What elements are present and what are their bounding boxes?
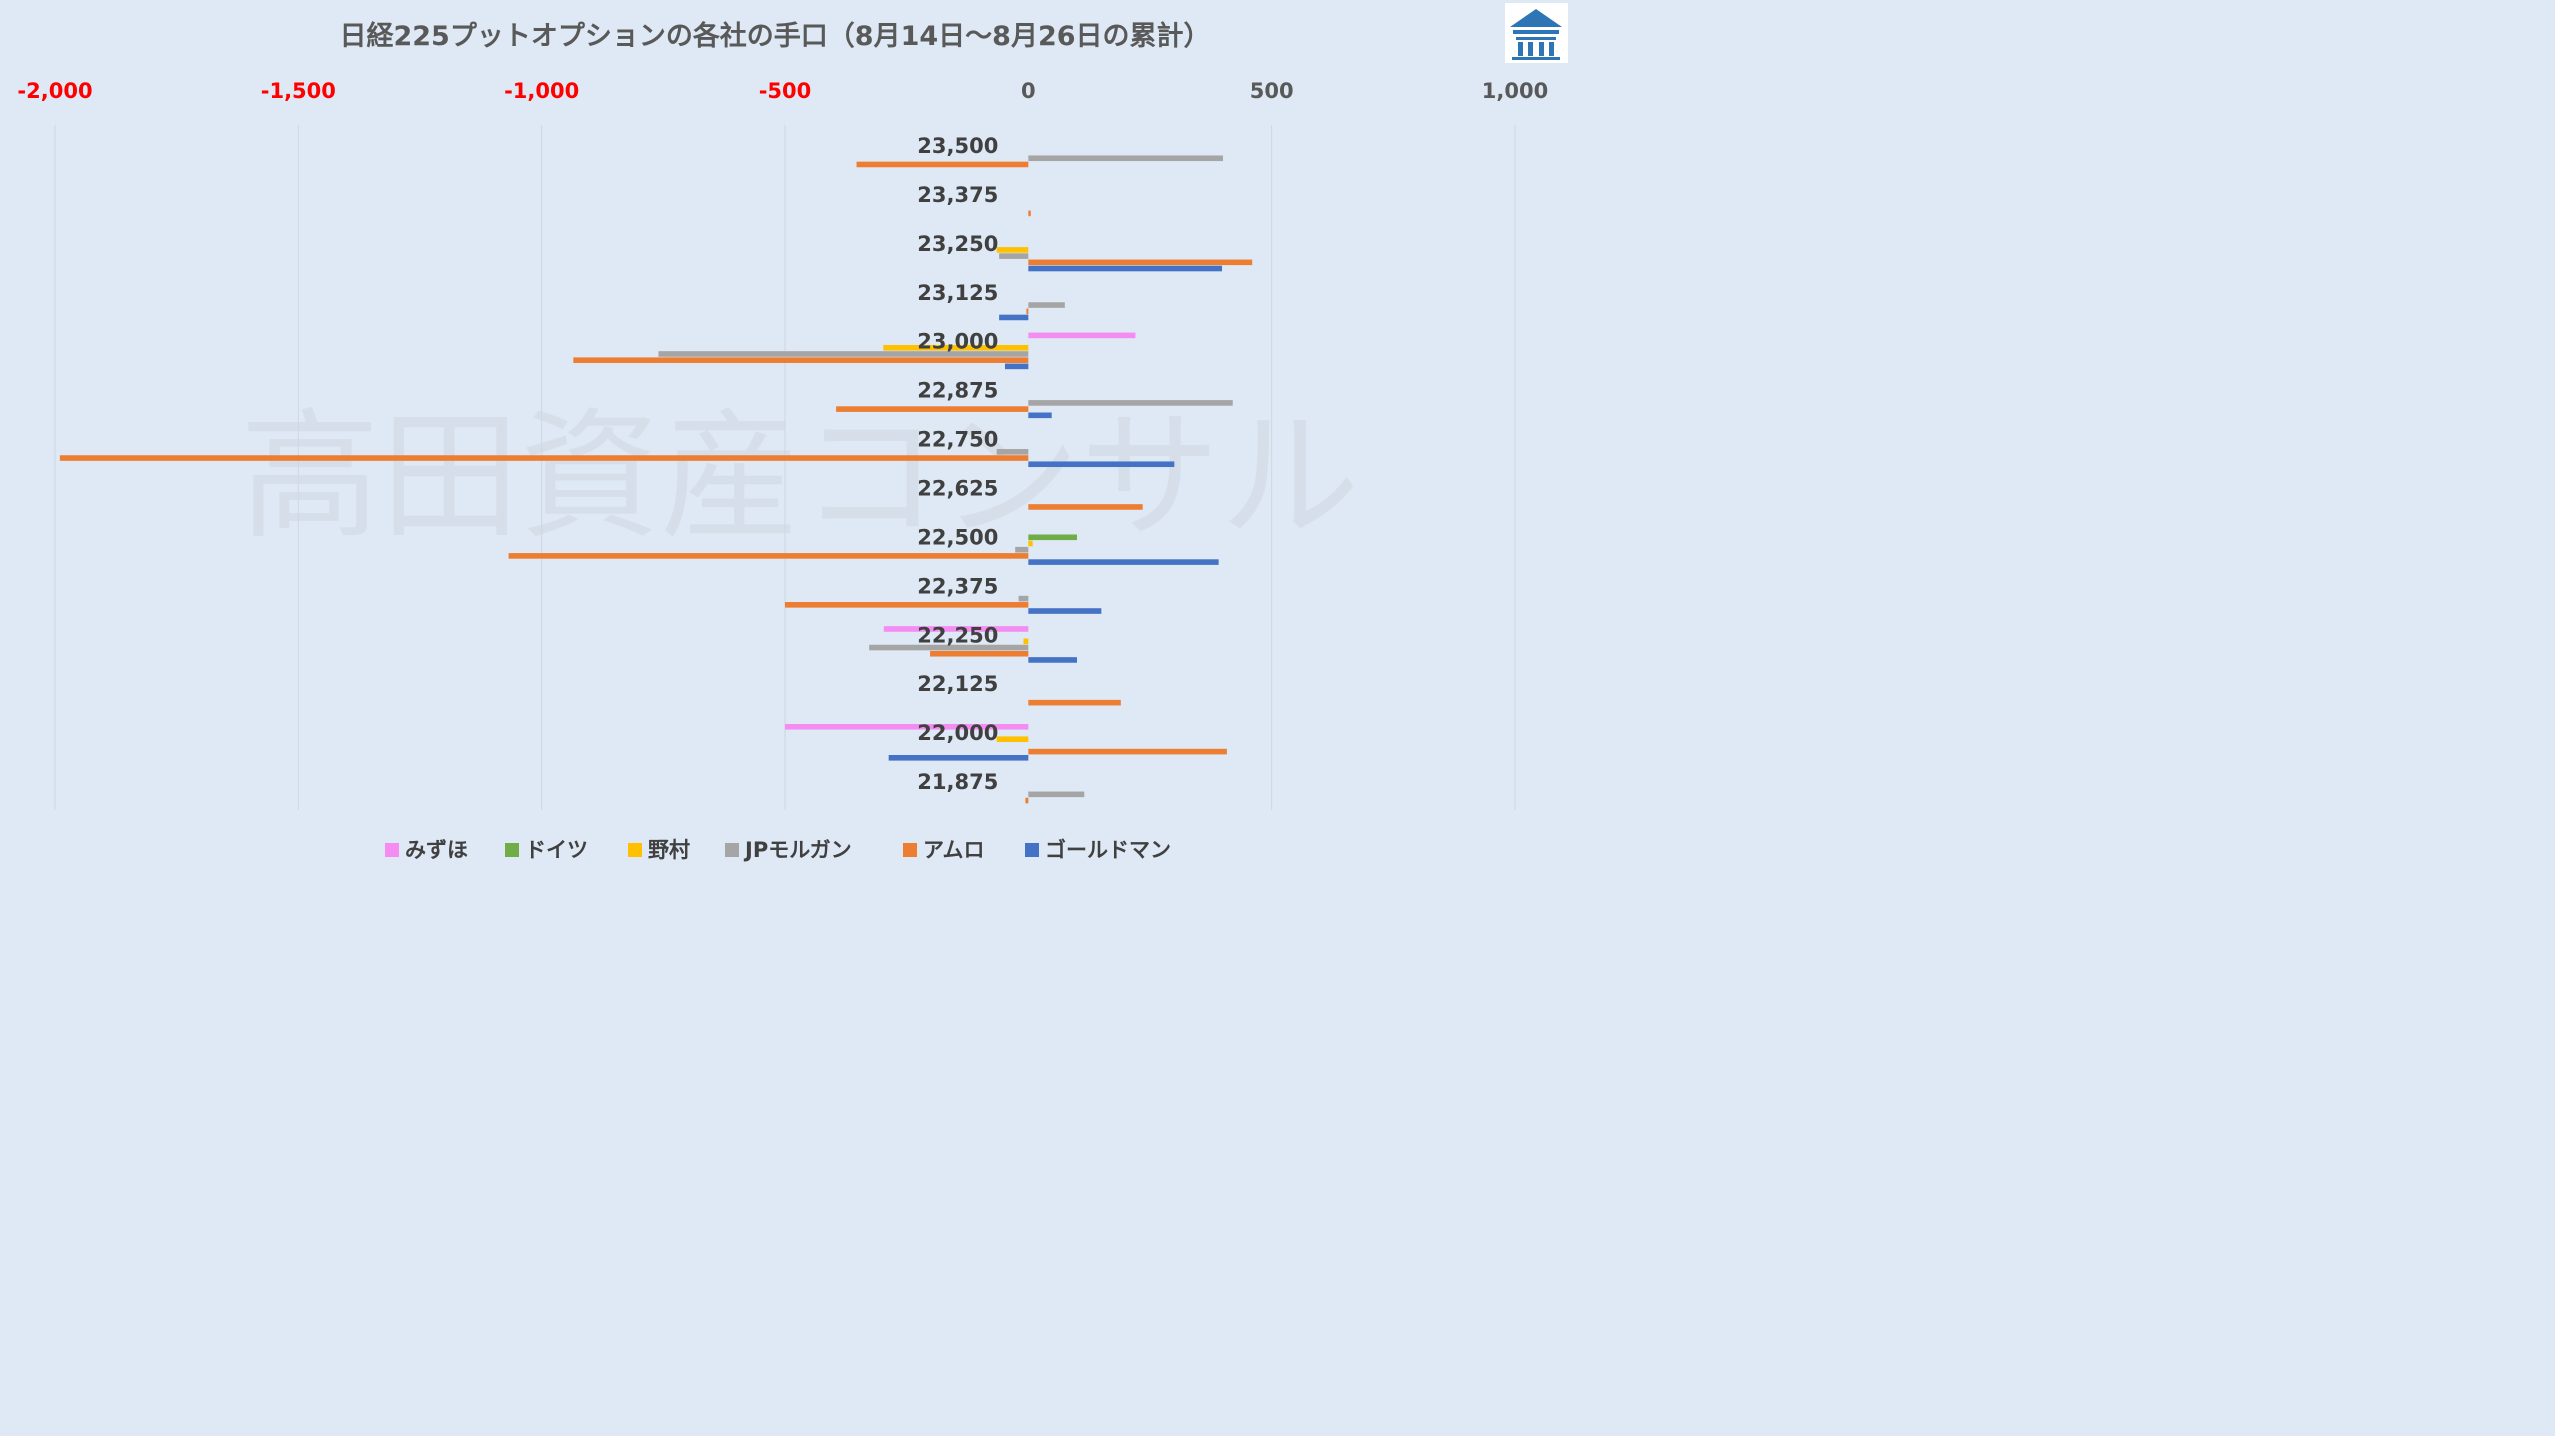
bar — [999, 253, 1029, 259]
category-label: 22,125 — [917, 672, 998, 696]
legend-swatch — [725, 843, 739, 857]
legend-label: 野村 — [648, 838, 690, 862]
bar — [1028, 332, 1136, 339]
bar — [1028, 559, 1219, 565]
bar — [1028, 504, 1143, 510]
bar — [1028, 302, 1065, 308]
category-label: 23,500 — [917, 134, 998, 158]
bar — [883, 626, 1029, 632]
bar — [996, 247, 1029, 253]
legend-item: アムロ — [903, 838, 985, 862]
bar — [508, 553, 1029, 559]
bar — [1028, 748, 1227, 755]
category-label: 22,500 — [917, 525, 998, 549]
bar — [1028, 259, 1253, 266]
legend-swatch — [1025, 843, 1039, 857]
bar — [1025, 797, 1029, 804]
bar — [930, 650, 1029, 657]
category-label: 22,250 — [917, 623, 998, 647]
chart: 日経225プットオプションの各社の手口（8月14日～8月26日の累計） 高田資産… — [17, 3, 1568, 862]
watermark: 高田資産コンサル — [240, 396, 1360, 559]
legend-swatch — [903, 843, 917, 857]
category-label: 22,000 — [917, 721, 998, 745]
category-label: 22,375 — [917, 574, 998, 598]
x-tick-label: -1,500 — [261, 79, 336, 103]
legend-label: JPモルガン — [743, 838, 852, 862]
bar — [1004, 363, 1029, 370]
gridlines — [54, 125, 1516, 810]
bar — [1028, 155, 1223, 162]
category-label: 23,000 — [917, 330, 998, 354]
bar — [856, 161, 1029, 168]
bar — [1028, 608, 1102, 614]
bar — [1028, 461, 1175, 468]
legend-label: ゴールドマン — [1045, 838, 1171, 862]
category-label: 22,625 — [917, 477, 998, 501]
category-label: 23,250 — [917, 232, 998, 256]
bar — [1028, 657, 1077, 663]
category-label: 21,875 — [917, 770, 998, 794]
legend-item: ゴールドマン — [1025, 838, 1171, 862]
x-tick-label: -2,000 — [17, 79, 92, 103]
legend-label: みずほ — [405, 838, 468, 862]
chart-title: 日経225プットオプションの各社の手口（8月14日～8月26日の累計） — [339, 20, 1210, 52]
bar — [1026, 308, 1029, 315]
bar — [836, 406, 1029, 412]
legend-label: ドイツ — [525, 838, 588, 862]
legend-label: アムロ — [923, 838, 985, 862]
legend-item: 野村 — [628, 838, 690, 862]
bar — [1028, 400, 1233, 406]
legend-item: JPモルガン — [725, 838, 852, 862]
legend-swatch — [505, 843, 519, 857]
bar — [869, 644, 1029, 651]
category-label: 22,875 — [917, 379, 998, 403]
bar — [785, 724, 1029, 730]
building-logo-icon — [1505, 3, 1568, 63]
bar — [883, 344, 1029, 351]
bar — [996, 449, 1029, 455]
bar — [888, 755, 1029, 761]
bar — [999, 314, 1029, 321]
category-labels: 23,500 23,375 23,250 23,125 23,000 22,875 22,7… — [917, 134, 998, 794]
category-label: 22,750 — [917, 428, 998, 452]
legend-item: みずほ — [385, 838, 468, 862]
x-tick-label: 0 — [1021, 79, 1036, 103]
x-tick-label: -1,000 — [504, 79, 579, 103]
bar — [1028, 265, 1223, 272]
bar — [658, 351, 1029, 357]
legend: みずほ ドイツ 野村 JPモルガン アムロ ゴールドマン — [385, 838, 1171, 862]
bar — [1028, 699, 1121, 706]
legend-swatch — [628, 843, 642, 857]
bar — [1018, 595, 1029, 602]
x-axis-ticks: -2,000 -1,500 -1,000 -500 0 500 1,000 — [17, 79, 1548, 103]
bar — [1028, 791, 1085, 798]
bar — [785, 602, 1029, 608]
x-tick-label: 1,000 — [1482, 79, 1548, 103]
bar — [1028, 210, 1031, 217]
bar — [1028, 540, 1033, 547]
legend-item: ドイツ — [505, 838, 588, 862]
bar — [996, 736, 1029, 743]
bar — [573, 357, 1029, 363]
category-label: 23,375 — [917, 183, 998, 207]
bar — [1023, 638, 1029, 645]
bar — [1028, 412, 1052, 419]
bar — [1028, 534, 1077, 541]
category-label: 23,125 — [917, 281, 998, 305]
x-tick-label: -500 — [759, 79, 812, 103]
x-tick-label: 500 — [1250, 79, 1294, 103]
bar — [59, 455, 1029, 461]
bar — [1015, 546, 1029, 553]
legend-swatch — [385, 843, 399, 857]
bars — [59, 155, 1253, 804]
